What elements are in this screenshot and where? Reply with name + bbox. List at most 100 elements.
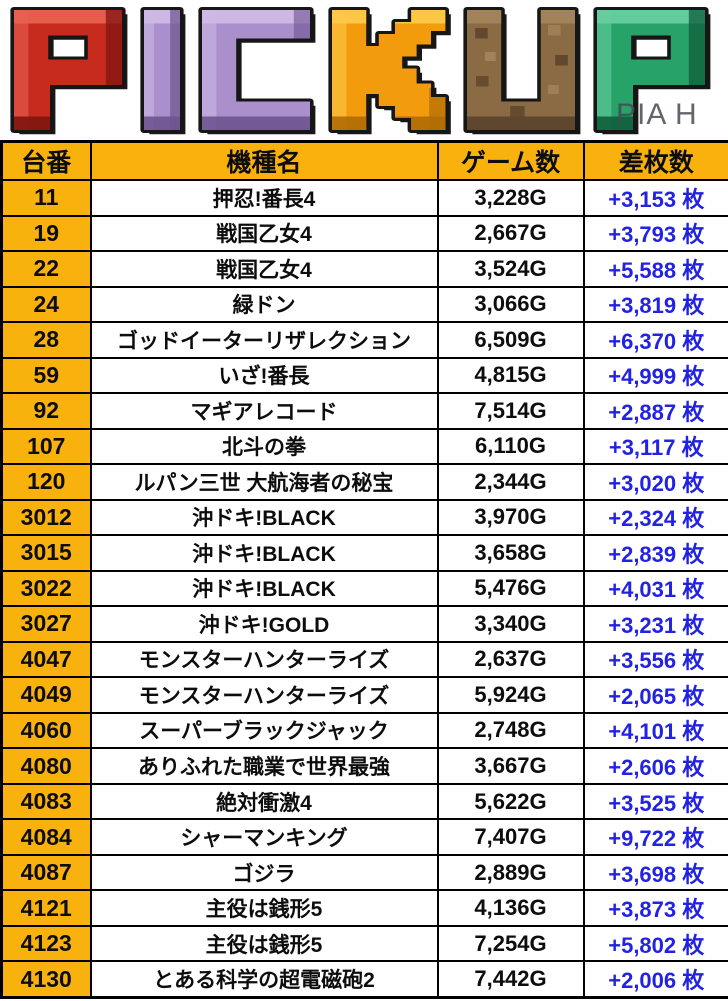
diff-count: +2,606 枚 — [582, 747, 728, 785]
table-row: 4049 モンスターハンターライズ 5,924G +2,065 枚 — [0, 676, 728, 714]
pickup-logo: PIA H — [0, 0, 728, 140]
table-row: 4087 ゴジラ 2,889G +3,698 枚 — [0, 853, 728, 892]
machine-number: 4130 — [0, 960, 92, 999]
game-count: 4,136G — [436, 889, 585, 927]
diff-count: +5,802 枚 — [582, 924, 728, 963]
table-row: 120 ルパン三世 大航海者の秘宝 2,344G +3,020 枚 — [0, 463, 728, 501]
table-row: 11 押忍!番長4 3,228G +3,153 枚 — [0, 179, 728, 217]
table-row: 22 戦国乙女4 3,524G +5,588 枚 — [0, 250, 728, 288]
col-header-game-count: ゲーム数 — [436, 140, 585, 181]
machine-name: 戦国乙女4 — [89, 250, 439, 288]
diff-count: +4,101 枚 — [582, 711, 728, 750]
machine-number: 4060 — [0, 711, 92, 750]
col-header-machine-number: 台番 — [0, 140, 92, 181]
machine-number: 4084 — [0, 818, 92, 856]
table-row: 3015 沖ドキ!BLACK 3,658G +2,839 枚 — [0, 534, 728, 572]
machine-name: 主役は銭形5 — [89, 889, 439, 927]
game-count: 5,622G — [436, 782, 585, 821]
table-row: 4080 ありふれた職業で世界最強 3,667G +2,606 枚 — [0, 747, 728, 785]
machine-name: モンスターハンターライズ — [89, 640, 439, 679]
machine-number: 28 — [0, 321, 92, 359]
table-row: 3012 沖ドキ!BLACK 3,970G +2,324 枚 — [0, 498, 728, 537]
machine-name: シャーマンキング — [89, 818, 439, 856]
table-row: 4084 シャーマンキング 7,407G +9,722 枚 — [0, 818, 728, 856]
machine-name: 沖ドキ!BLACK — [89, 569, 439, 608]
table-row: 4121 主役は銭形5 4,136G +3,873 枚 — [0, 889, 728, 927]
game-count: 6,110G — [436, 427, 585, 466]
game-count: 7,442G — [436, 960, 585, 999]
table-row: 4047 モンスターハンターライズ 2,637G +3,556 枚 — [0, 640, 728, 679]
machine-number: 92 — [0, 392, 92, 430]
machine-name: 主役は銭形5 — [89, 924, 439, 963]
diff-count: +3,873 枚 — [582, 889, 728, 927]
col-header-diff-count: 差枚数 — [582, 140, 728, 181]
diff-count: +4,031 枚 — [582, 569, 728, 608]
logo-letter-p1 — [14, 10, 127, 134]
machine-name: 沖ドキ!GOLD — [89, 605, 439, 643]
game-count: 2,344G — [436, 463, 585, 501]
table-row: 24 緑ドン 3,066G +3,819 枚 — [0, 285, 728, 324]
game-count: 5,924G — [436, 676, 585, 714]
game-count: 4,815G — [436, 356, 585, 395]
machine-number: 107 — [0, 427, 92, 466]
game-count: 3,667G — [436, 747, 585, 785]
machine-name: スーパーブラックジャック — [89, 711, 439, 750]
pickup-logo-graphic — [0, 0, 728, 140]
machine-number: 3022 — [0, 569, 92, 608]
machine-name: 絶対衝激4 — [89, 782, 439, 821]
machine-number: 3012 — [0, 498, 92, 537]
table-row: 3022 沖ドキ!BLACK 5,476G +4,031 枚 — [0, 569, 728, 608]
header-row: 台番 機種名 ゲーム数 差枚数 — [0, 140, 728, 181]
machine-name: マギアレコード — [89, 392, 439, 430]
game-count: 7,514G — [436, 392, 585, 430]
machine-number: 19 — [0, 214, 92, 253]
game-count: 2,748G — [436, 711, 585, 750]
table-row: 19 戦国乙女4 2,667G +3,793 枚 — [0, 214, 728, 253]
table-row: 28 ゴッドイーターリザレクション 6,509G +6,370 枚 — [0, 321, 728, 359]
game-count: 3,524G — [436, 250, 585, 288]
logo-watermark: PIA H — [616, 98, 698, 131]
diff-count: +2,324 枚 — [582, 498, 728, 537]
diff-count: +3,153 枚 — [582, 179, 728, 217]
machine-number: 4049 — [0, 676, 92, 714]
diff-count: +3,020 枚 — [582, 463, 728, 501]
game-count: 6,509G — [436, 321, 585, 359]
diff-count: +4,999 枚 — [582, 356, 728, 395]
table-row: 3027 沖ドキ!GOLD 3,340G +3,231 枚 — [0, 605, 728, 643]
game-count: 3,228G — [436, 179, 585, 217]
table-row: 92 マギアレコード 7,514G +2,887 枚 — [0, 392, 728, 430]
machine-name: ゴジラ — [89, 853, 439, 892]
machine-number: 4121 — [0, 889, 92, 927]
results-table-body: 11 押忍!番長4 3,228G +3,153 枚 19 戦国乙女4 2,667G +3,79… — [0, 179, 728, 999]
logo-letter-u — [467, 10, 580, 134]
diff-count: +2,006 枚 — [582, 960, 728, 999]
diff-count: +3,819 枚 — [582, 285, 728, 324]
logo-letter-k — [332, 10, 451, 134]
table-row: 107 北斗の拳 6,110G +3,117 枚 — [0, 427, 728, 466]
diff-count: +2,839 枚 — [582, 534, 728, 572]
results-table: 台番 機種名 ゲーム数 差枚数 11 押忍!番長4 3,228G +3,153 枚 19… — [0, 140, 728, 999]
machine-name: 戦国乙女4 — [89, 214, 439, 253]
diff-count: +3,525 枚 — [582, 782, 728, 821]
game-count: 5,476G — [436, 569, 585, 608]
machine-name: モンスターハンターライズ — [89, 676, 439, 714]
diff-count: +2,065 枚 — [582, 676, 728, 714]
machine-number: 4123 — [0, 924, 92, 963]
machine-number: 4080 — [0, 747, 92, 785]
machine-number: 4083 — [0, 782, 92, 821]
diff-count: +3,556 枚 — [582, 640, 728, 679]
table-row: 4130 とある科学の超電磁砲2 7,442G +2,006 枚 — [0, 960, 728, 999]
table-row: 4060 スーパーブラックジャック 2,748G +4,101 枚 — [0, 711, 728, 750]
machine-name: ゴッドイーターリザレクション — [89, 321, 439, 359]
game-count: 7,254G — [436, 924, 585, 963]
diff-count: +9,722 枚 — [582, 818, 728, 856]
table-row: 4083 絶対衝激4 5,622G +3,525 枚 — [0, 782, 728, 821]
table-row: 4123 主役は銭形5 7,254G +5,802 枚 — [0, 924, 728, 963]
machine-name: とある科学の超電磁砲2 — [89, 960, 439, 999]
game-count: 2,637G — [436, 640, 585, 679]
col-header-model-name: 機種名 — [89, 140, 439, 181]
machine-name: 沖ドキ!BLACK — [89, 498, 439, 537]
machine-number: 3027 — [0, 605, 92, 643]
machine-number: 4047 — [0, 640, 92, 679]
